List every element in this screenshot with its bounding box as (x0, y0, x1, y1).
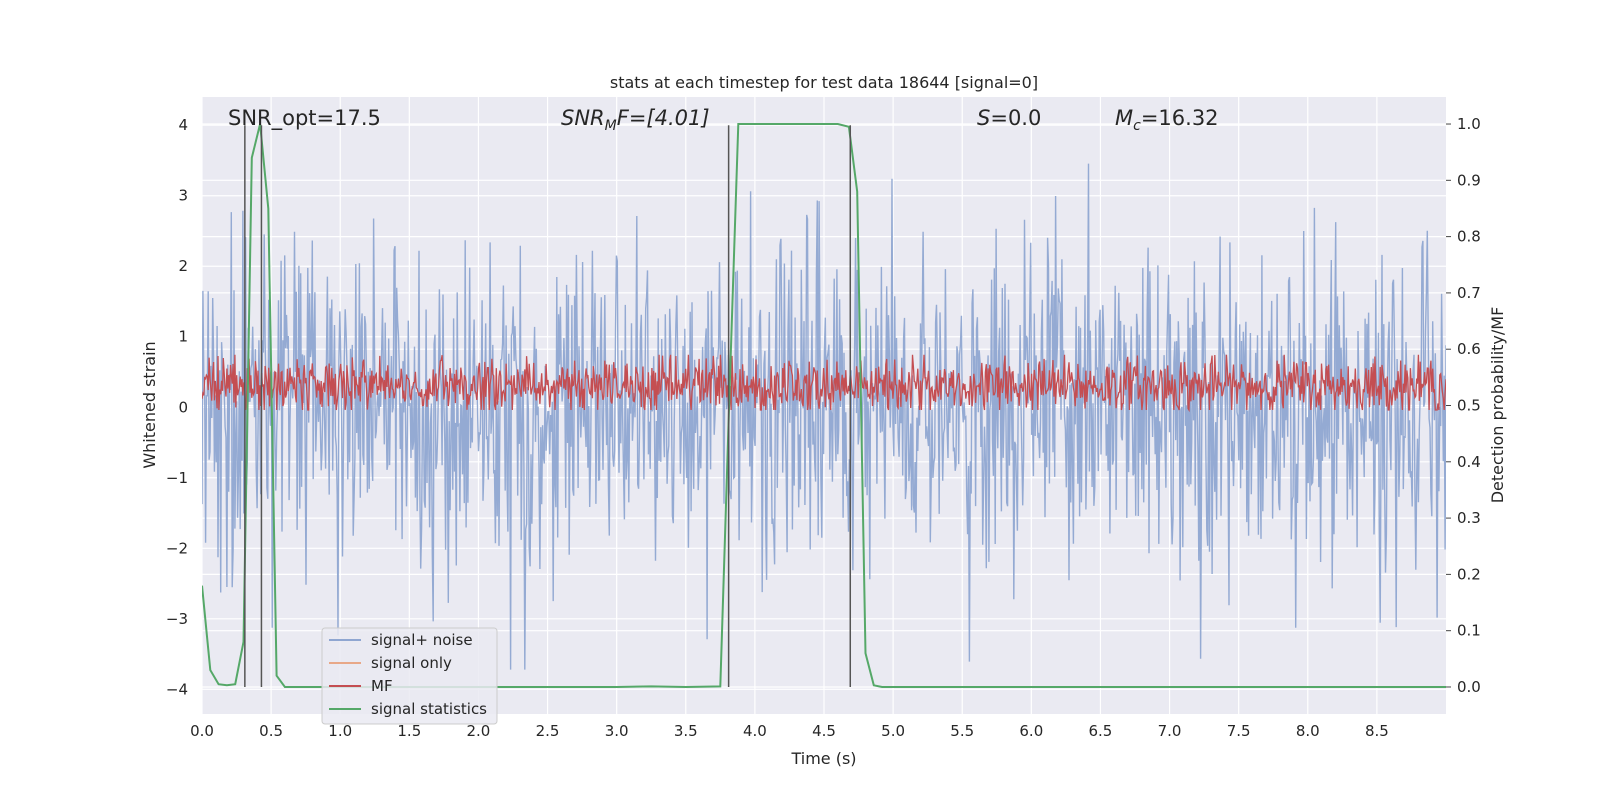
x-tick-label: 7.0 (1158, 722, 1182, 740)
series-signal-statistics (202, 123, 1446, 689)
y2-tick-label: 0.3 (1457, 509, 1481, 527)
y2-axis-label: Detection probability/MF (1488, 307, 1507, 504)
y-tick-label: 1 (178, 328, 188, 346)
annotations: SNR_opt=17.5 SNRMF=[4.01] S=0.0 Mc=16.32 (228, 106, 1219, 134)
x-tick-label: 6.5 (1089, 722, 1113, 740)
legend-box (321, 627, 498, 725)
y2-tick-label: 0.6 (1457, 340, 1481, 358)
x-tick-label: 1.0 (328, 722, 352, 740)
mc-value: =16.32 (1141, 106, 1219, 130)
x-tick-label: 0.0 (190, 722, 214, 740)
data-layer (202, 123, 1446, 689)
y2-tick-label: 0.9 (1457, 171, 1481, 189)
y-tick-label: 3 (178, 187, 188, 205)
x-tick-label: 2.5 (536, 722, 560, 740)
s-symbol: S (977, 106, 990, 130)
mc-subscript: c (1133, 118, 1141, 134)
y2-tick-label: 0.5 (1457, 397, 1481, 415)
chart-title: stats at each timestep for test data 186… (610, 73, 1038, 92)
y-tick-label: 4 (178, 116, 188, 134)
annotation-s: S=0.0 (977, 106, 1041, 130)
vertical-markers (244, 125, 852, 687)
x-tick-label: 6.0 (1019, 722, 1043, 740)
x-tick-label: 7.5 (1227, 722, 1251, 740)
x-tick-label: 3.0 (605, 722, 629, 740)
annotation-mc: Mc=16.32 (1115, 106, 1219, 134)
y2-tick-label: 0.1 (1457, 622, 1481, 640)
x-tick-label: 4.0 (743, 722, 767, 740)
snr-mf-value: F=[4.01] (617, 106, 710, 130)
x-tick-label: 3.5 (674, 722, 698, 740)
x-tick-label: 2.0 (467, 722, 491, 740)
mc-symbol: M (1115, 106, 1133, 130)
y2-tick-label: 0.0 (1457, 678, 1481, 696)
legend-label-signal-noise: signal+ noise (371, 631, 473, 649)
x-tick-label: 4.5 (812, 722, 836, 740)
y-tick-label: −3 (166, 610, 188, 628)
x-tick-label: 8.5 (1365, 722, 1389, 740)
x-tick-label: 1.5 (397, 722, 421, 740)
snr-mf-symbol: SNR (561, 106, 605, 130)
y2-tick-label: 0.2 (1457, 565, 1481, 583)
y2-tick-label: 0.7 (1457, 284, 1481, 302)
y-tick-label: 2 (178, 257, 188, 275)
legend-label-signal-only: signal only (371, 654, 452, 672)
x-tick-label: 0.5 (259, 722, 283, 740)
x-axis-label: Time (s) (790, 749, 856, 768)
y-tick-label: −1 (166, 469, 188, 487)
legend: signal+ noise signal only MF signal stat… (321, 627, 498, 725)
y-axis-label: Whitened strain (140, 341, 159, 468)
y2-tick-label: 0.4 (1457, 453, 1481, 471)
legend-label-mf: MF (371, 677, 393, 695)
legend-entry-signal-only: signal only (329, 654, 452, 672)
annotation-snr-opt: SNR_opt=17.5 (228, 106, 381, 131)
legend-entry-signal-statistics: signal statistics (329, 700, 487, 718)
x-tick-label: 5.0 (881, 722, 905, 740)
legend-entry-signal-noise: signal+ noise (329, 631, 473, 649)
y2-tick-label: 0.8 (1457, 228, 1481, 246)
y-tick-label: −4 (166, 680, 188, 698)
annotation-snr-mf: SNRMF=[4.01] (561, 106, 710, 134)
x-tick-label: 5.5 (950, 722, 974, 740)
legend-entry-mf: MF (329, 677, 393, 695)
snr-mf-subscript: M (605, 118, 617, 134)
y-tick-label: 0 (178, 398, 188, 416)
y-tick-label: −2 (166, 539, 188, 557)
series-signal-noise (202, 163, 1446, 670)
series-mf (202, 354, 1446, 413)
ticks: 0.0 0.5 1.0 1.5 2.0 2.5 3.0 3.5 4.0 4.5 5.0 5.5 6.0 6… (166, 115, 1481, 740)
x-tick-label: 8.0 (1296, 722, 1320, 740)
legend-label-signal-statistics: signal statistics (371, 700, 487, 718)
y2-tick-label: 1.0 (1457, 115, 1481, 133)
s-value: =0.0 (990, 106, 1041, 130)
